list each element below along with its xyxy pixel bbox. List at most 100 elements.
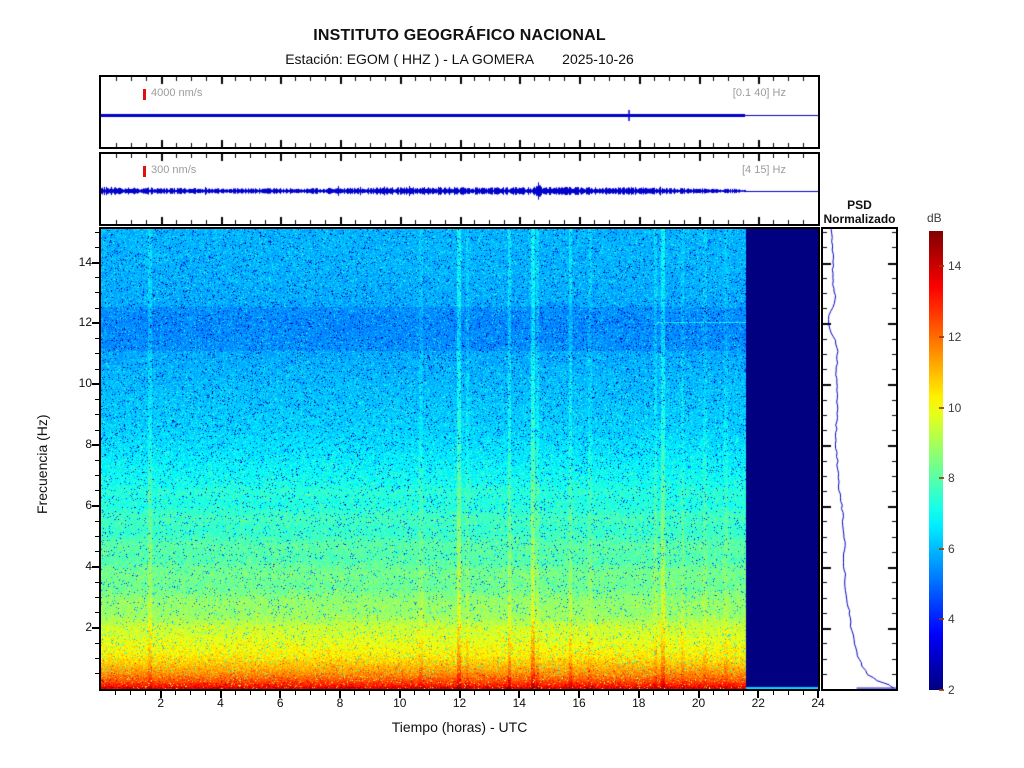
- x-tick: [414, 691, 416, 695]
- y-tick: [95, 414, 99, 416]
- x-tick: [473, 691, 475, 695]
- colorbar-tick-label: 6: [948, 541, 955, 556]
- y-tick-label: 14: [78, 254, 92, 269]
- x-tick: [712, 691, 714, 695]
- y-tick: [95, 353, 99, 355]
- y-tick-label: 4: [85, 559, 92, 574]
- y-tick-label: 2: [85, 620, 92, 635]
- y-tick-label: 8: [85, 437, 92, 452]
- x-tick: [175, 691, 177, 695]
- colorbar-tick: [939, 547, 944, 550]
- x-tick: [772, 691, 774, 695]
- y-tick: [95, 581, 99, 583]
- date-label: 2025-10-26: [562, 51, 634, 67]
- y-tick: [92, 383, 99, 386]
- filtered-trace-canvas: [101, 154, 818, 224]
- x-tick-label: 18: [632, 696, 646, 710]
- x-tick: [608, 691, 610, 695]
- y-tick: [95, 307, 99, 309]
- filter-band-label-filtered: [4 15] Hz: [741, 164, 786, 176]
- y-tick-label: 10: [78, 376, 92, 391]
- x-tick: [637, 691, 640, 698]
- colorbar-tick: [939, 406, 944, 409]
- y-tick: [95, 368, 99, 370]
- x-tick-label: 12: [452, 696, 467, 710]
- y-tick: [95, 673, 99, 675]
- x-tick-label: 24: [811, 696, 825, 710]
- x-tick-label: 20: [691, 696, 706, 710]
- colorbar: [929, 231, 943, 690]
- colorbar-tick: [939, 618, 944, 621]
- x-tick-label: 2: [157, 696, 165, 710]
- x-tick: [518, 691, 521, 698]
- x-tick: [503, 691, 505, 695]
- y-tick: [95, 246, 99, 248]
- colorbar-tick: [939, 689, 944, 691]
- y-tick: [92, 444, 99, 447]
- x-tick: [802, 691, 804, 695]
- spectrogram-frame: [99, 227, 820, 691]
- x-tick: [219, 691, 222, 698]
- y-tick: [95, 551, 99, 553]
- y-tick: [95, 277, 99, 279]
- x-tick: [190, 691, 192, 695]
- x-tick: [324, 691, 326, 695]
- y-tick: [95, 292, 99, 294]
- colorbar-tick-label: 4: [948, 612, 955, 627]
- x-tick: [697, 691, 700, 698]
- x-tick: [787, 691, 789, 695]
- colorbar-tick-label: 14: [948, 259, 962, 274]
- y-tick-label: 6: [85, 498, 92, 513]
- y-tick: [95, 475, 99, 477]
- x-tick: [249, 691, 251, 695]
- colorbar-tick: [939, 335, 944, 338]
- psd-curve-canvas: [823, 229, 896, 689]
- psd-title-line2: Normalizado: [823, 212, 896, 226]
- x-tick: [130, 691, 132, 695]
- x-tick: [294, 691, 296, 695]
- x-tick-label: 6: [276, 696, 284, 710]
- x-tick: [563, 691, 565, 695]
- y-tick: [92, 566, 99, 569]
- x-tick-label: 4: [217, 696, 224, 710]
- psd-title-line1: PSD: [847, 198, 872, 212]
- x-tick: [309, 691, 311, 695]
- x-tick: [757, 691, 760, 698]
- x-tick: [727, 691, 729, 695]
- colorbar-tick-label: 8: [948, 471, 955, 486]
- colorbar-tick-label: 2: [948, 683, 955, 697]
- x-tick-label: 16: [572, 696, 586, 710]
- figure-title: INSTITUTO GEOGRÁFICO NACIONAL: [313, 27, 606, 44]
- psd-panel-frame: [821, 227, 898, 691]
- y-tick: [95, 460, 99, 462]
- x-tick: [384, 691, 386, 695]
- x-tick: [444, 691, 446, 695]
- x-tick: [264, 691, 266, 695]
- colorbar-tick-label: 12: [948, 329, 962, 344]
- x-tick: [458, 691, 461, 698]
- y-tick: [92, 322, 99, 325]
- x-tick: [742, 691, 744, 695]
- x-tick: [683, 691, 685, 695]
- y-axis-label: Frecuencia (Hz): [34, 414, 50, 514]
- x-tick: [488, 691, 490, 695]
- y-tick: [95, 658, 99, 660]
- colorbar-tick-label: 10: [948, 400, 962, 415]
- x-tick: [369, 691, 371, 695]
- y-tick: [95, 490, 99, 492]
- y-tick: [95, 231, 99, 233]
- x-tick: [339, 691, 341, 698]
- x-tick: [668, 691, 670, 695]
- scale-label-broadband: 4000 nm/s: [151, 87, 203, 99]
- colorbar-tick: [939, 477, 944, 480]
- x-tick: [533, 691, 535, 695]
- x-tick: [817, 691, 819, 698]
- x-tick: [653, 691, 655, 695]
- scalebar-icon: [143, 166, 146, 177]
- broadband-trace-canvas: [101, 77, 818, 147]
- colorbar-unit-label: dB: [927, 211, 942, 225]
- scale-label-filtered: 300 nm/s: [151, 164, 197, 176]
- x-tick-label: 14: [512, 696, 526, 710]
- y-tick: [95, 612, 99, 614]
